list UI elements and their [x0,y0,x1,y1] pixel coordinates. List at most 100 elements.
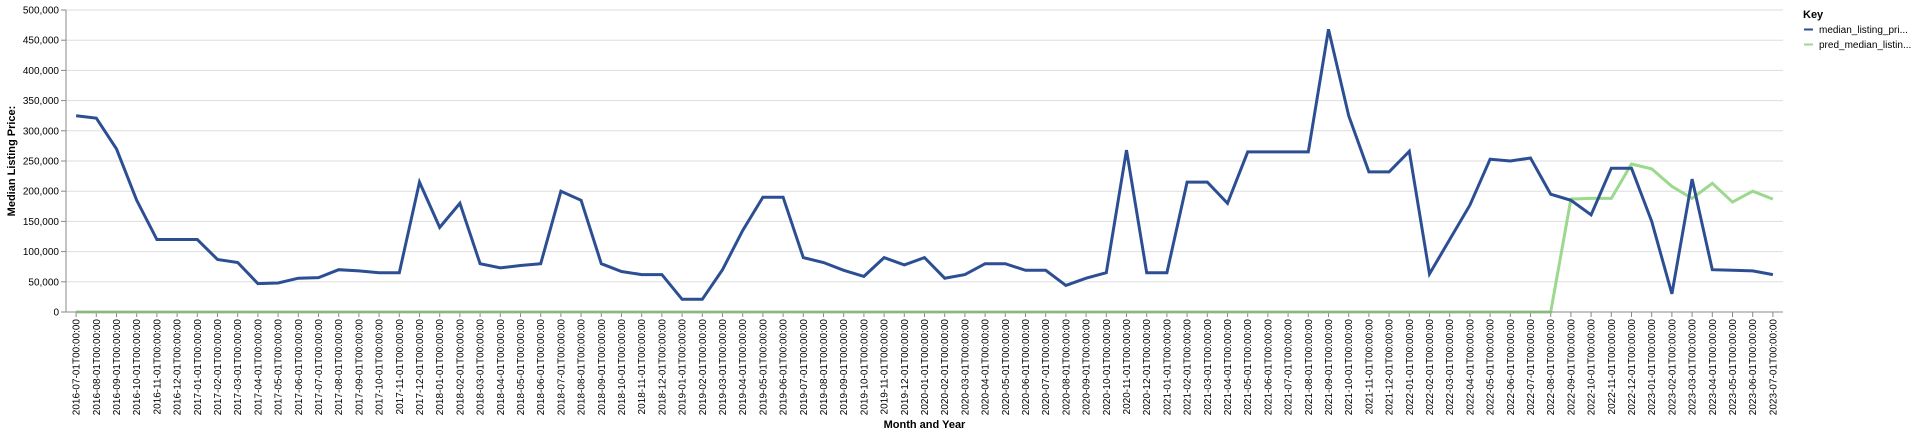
x-tick-label: 2021-02-01T00:00:00 [1183,319,1194,416]
x-tick-label: 2022-04-01T00:00:00 [1465,319,1476,416]
x-tick-label: 2017-10-01T00:00:00 [375,319,386,416]
y-tick-label: 150,000 [23,217,60,228]
x-tick-label: 2022-07-01T00:00:00 [1526,319,1537,416]
x-tick-label: 2023-03-01T00:00:00 [1688,319,1699,416]
x-tick-label: 2020-12-01T00:00:00 [1142,319,1153,416]
x-tick-label: 2017-03-01T00:00:00 [233,319,244,416]
legend-title: Key [1803,9,1824,21]
x-tick-label: 2017-07-01T00:00:00 [314,319,325,416]
x-tick-label: 2021-11-01T00:00:00 [1364,319,1375,415]
x-tick-label: 2017-11-01T00:00:00 [395,319,406,415]
x-tick-label: 2018-03-01T00:00:00 [476,319,487,416]
x-tick-label: 2018-06-01T00:00:00 [536,319,547,416]
x-tick-label: 2018-04-01T00:00:00 [496,319,507,416]
x-tick-label: 2016-12-01T00:00:00 [173,319,184,416]
x-tick-label: 2020-11-01T00:00:00 [1122,319,1133,415]
legend-entry-label: pred_median_listin... [1819,40,1911,51]
y-tick-label: 300,000 [23,126,60,137]
y-tick-label: 200,000 [23,187,60,198]
x-tick-label: 2022-08-01T00:00:00 [1546,319,1557,416]
x-tick-label: 2023-01-01T00:00:00 [1647,319,1658,416]
y-tick-label: 450,000 [23,36,60,47]
x-tick-label: 2021-06-01T00:00:00 [1263,319,1274,416]
x-tick-label: 2022-10-01T00:00:00 [1587,319,1598,416]
x-tick-label: 2022-03-01T00:00:00 [1445,319,1456,416]
series-lines [75,28,1774,314]
x-tick-label: 2020-03-01T00:00:00 [960,319,971,416]
x-tick-label: 2023-05-01T00:00:00 [1728,319,1739,416]
x-tick-label: 2020-06-01T00:00:00 [1021,319,1032,416]
x-tick-label: 2017-06-01T00:00:00 [294,319,305,416]
x-tick-label: 2017-09-01T00:00:00 [354,319,365,416]
x-tick-label: 2016-11-01T00:00:00 [152,319,163,415]
x-tick-label: 2017-04-01T00:00:00 [253,319,264,416]
y-tick-label: 400,000 [23,66,60,77]
y-axis-title: Median Listing Price: [6,106,18,217]
x-tick-label: 2020-10-01T00:00:00 [1102,319,1113,416]
legend-entry-label: median_listing_pri... [1819,25,1908,36]
y-tick-label: 50,000 [28,277,59,288]
x-tick-label: 2019-12-01T00:00:00 [900,319,911,416]
x-tick-label: 2018-01-01T00:00:00 [435,319,446,416]
x-tick-label: 2020-04-01T00:00:00 [981,319,992,416]
x-tick-label: 2018-11-01T00:00:00 [637,319,648,415]
x-tick-label: 2019-06-01T00:00:00 [779,319,790,416]
y-tick-label: 100,000 [23,247,60,258]
x-tick-label: 2023-07-01T00:00:00 [1768,319,1779,416]
x-tick-label: 2021-08-01T00:00:00 [1304,319,1315,416]
x-tick-label: 2017-05-01T00:00:00 [274,319,285,416]
y-axis-ticks: 0 50,000 100,000 150,000 200,000 250,000 300,0… [23,6,66,319]
x-tick-label: 2019-01-01T00:00:00 [678,319,689,416]
x-tick-label: 2019-04-01T00:00:00 [738,319,749,416]
x-tick-label: 2018-12-01T00:00:00 [657,319,668,416]
x-tick-label: 2021-09-01T00:00:00 [1324,319,1335,416]
x-tick-label: 2019-03-01T00:00:00 [718,319,729,416]
series-line [76,162,1774,314]
x-tick-label: 2023-06-01T00:00:00 [1748,319,1759,416]
x-tick-label: 2022-01-01T00:00:00 [1405,319,1416,416]
x-tick-label: 2018-08-01T00:00:00 [577,319,588,416]
x-tick-label: 2022-09-01T00:00:00 [1566,319,1577,416]
x-tick-label: 2018-02-01T00:00:00 [455,319,466,416]
x-tick-label: 2022-11-01T00:00:00 [1607,319,1618,415]
x-tick-label: 2019-09-01T00:00:00 [839,319,850,416]
x-tick-label: 2019-05-01T00:00:00 [758,319,769,416]
x-tick-label: 2018-07-01T00:00:00 [556,319,567,416]
x-tick-label: 2016-09-01T00:00:00 [112,319,123,416]
x-tick-label: 2021-12-01T00:00:00 [1385,319,1396,416]
x-tick-label: 2019-10-01T00:00:00 [859,319,870,416]
x-tick-label: 2021-04-01T00:00:00 [1223,319,1234,416]
x-tick-label: 2021-03-01T00:00:00 [1203,319,1214,416]
x-tick-label: 2016-07-01T00:00:00 [72,319,83,416]
x-tick-label: 2017-02-01T00:00:00 [213,319,224,416]
legend: Key median_listing_pri... pred_median_lis… [1803,9,1911,51]
legend-entries: median_listing_pri... pred_median_listin.… [1804,25,1911,51]
x-tick-label: 2020-05-01T00:00:00 [1001,319,1012,416]
y-tick-label: 350,000 [23,96,60,107]
x-tick-label: 2023-02-01T00:00:00 [1667,319,1678,416]
x-tick-label: 2021-07-01T00:00:00 [1284,319,1295,416]
y-tick-label: 0 [53,308,59,319]
x-tick-label: 2016-10-01T00:00:00 [132,319,143,416]
x-tick-label: 2019-11-01T00:00:00 [880,319,891,415]
x-tick-label: 2023-04-01T00:00:00 [1708,319,1719,416]
series-line [75,28,1774,301]
x-tick-label: 2020-09-01T00:00:00 [1082,319,1093,416]
x-tick-label: 2022-02-01T00:00:00 [1425,319,1436,416]
x-tick-label: 2020-07-01T00:00:00 [1041,319,1052,416]
x-tick-label: 2021-10-01T00:00:00 [1344,319,1355,416]
x-tick-label: 2017-08-01T00:00:00 [334,319,345,416]
x-tick-label: 2017-12-01T00:00:00 [415,319,426,416]
x-tick-label: 2022-06-01T00:00:00 [1506,319,1517,416]
x-tick-label: 2017-01-01T00:00:00 [193,319,204,416]
x-tick-label: 2020-01-01T00:00:00 [920,319,931,416]
y-tick-label: 250,000 [23,157,60,168]
x-tick-label: 2018-09-01T00:00:00 [597,319,608,416]
x-tick-label: 2020-02-01T00:00:00 [940,319,951,416]
x-tick-label: 2018-05-01T00:00:00 [516,319,527,416]
x-tick-label: 2019-08-01T00:00:00 [819,319,830,416]
x-axis-ticks: 2016-07-01T00:00:00 2016-08-01T00:00:00 20… [72,312,1779,416]
x-tick-label: 2021-05-01T00:00:00 [1243,319,1254,416]
x-tick-label: 2016-08-01T00:00:00 [92,319,103,416]
